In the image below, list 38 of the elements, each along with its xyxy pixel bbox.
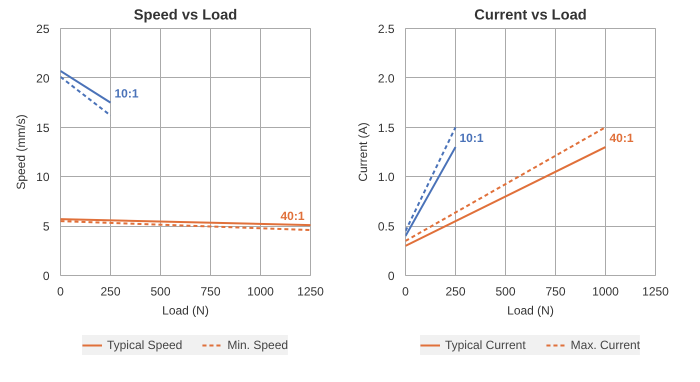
y-tick-label: 1.5 [378,120,395,135]
legend-label: Typical Speed [106,338,182,352]
legend-label: Max. Current [570,338,640,352]
x-tick-label: 1250 [297,284,324,298]
y-tick-label: 2.5 [378,22,395,36]
y-tick-label: 25 [36,22,50,36]
annotation: 10:1 [114,86,139,101]
x-tick-label: 1000 [247,284,274,298]
y-tick-label: 0 [388,269,395,283]
x-tick-label: 250 [100,284,121,298]
y-tick-label: 1.0 [378,170,395,184]
chart-title: Speed vs Load [134,8,238,24]
y-tick-label: 0 [42,269,50,283]
x-tick-label: 500 [495,284,516,298]
y-tick-label: 15 [36,120,50,135]
chart-title: Current vs Load [474,8,587,24]
y-tick-label: 0.5 [378,220,395,234]
legend-label: Min. Speed [227,338,288,352]
y-tick-label: 5 [42,220,50,234]
x-tick-label: 250 [445,284,466,298]
x-tick-label: 750 [545,284,566,298]
legend-label: Typical Current [444,338,526,352]
y-axis-title: Current (A) [356,122,370,182]
x-tick-label: 1000 [592,284,620,298]
annotation: 40:1 [280,209,305,224]
x-axis-title: Load (N) [507,304,554,318]
x-tick-label: 0 [57,284,64,298]
x-tick-label: 0 [402,284,410,298]
x-tick-label: 500 [150,284,171,298]
annotation: 10:1 [460,131,484,146]
y-axis-title: Speed (mm/s) [14,114,28,190]
y-tick-label: 20 [36,71,50,86]
y-tick-label: 10 [36,170,50,184]
y-tick-label: 2.0 [378,71,395,86]
x-axis-title: Load (N) [162,304,209,318]
x-tick-label: 1250 [642,284,670,298]
x-tick-label: 750 [200,284,221,298]
annotation: 40:1 [610,131,634,146]
